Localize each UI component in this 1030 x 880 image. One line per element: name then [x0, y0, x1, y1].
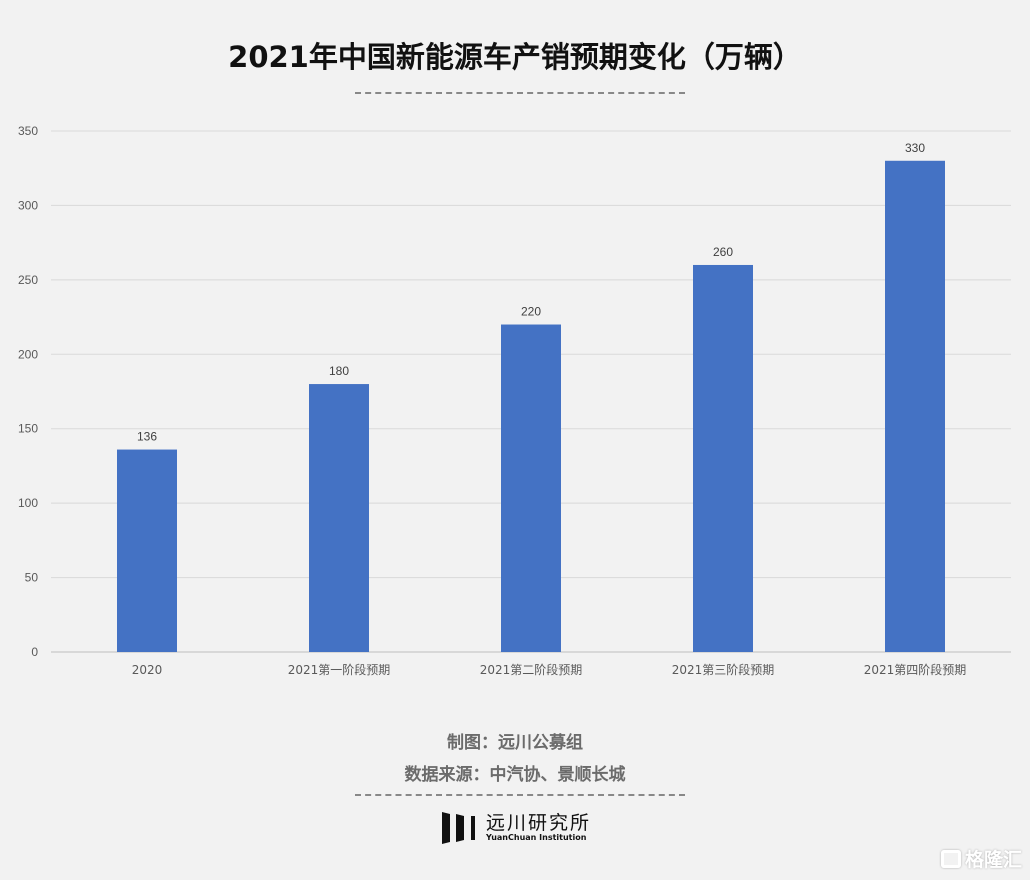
- x-tick-label: 2021第二阶段预期: [480, 662, 583, 677]
- y-tick-label: 50: [25, 571, 39, 585]
- y-tick-label: 350: [18, 124, 38, 138]
- logo-name-cn: 远川研究所: [486, 812, 592, 834]
- watermark-text: 格隆汇: [964, 849, 1022, 871]
- y-tick-label: 0: [31, 645, 38, 659]
- bar: [309, 384, 369, 652]
- x-tick-label: 2021第一阶段预期: [288, 662, 391, 677]
- bar: [501, 324, 561, 652]
- logo-name-en: YuanChuan Institution: [486, 833, 587, 842]
- data-label: 330: [905, 141, 925, 155]
- data-label: 220: [521, 305, 541, 319]
- watermark-logo-icon: [940, 849, 961, 868]
- data-label: 260: [713, 245, 733, 259]
- data-label: 180: [329, 364, 349, 378]
- y-tick-label: 150: [18, 422, 38, 436]
- x-tick-label: 2021第四阶段预期: [864, 662, 967, 677]
- x-tick-label: 2020: [132, 663, 163, 677]
- logo-bars-icon: [442, 812, 478, 844]
- bar: [117, 449, 177, 652]
- data-source-credit: 数据来源：中汽协、景顺长城: [404, 765, 626, 785]
- watermark: 格隆汇: [940, 845, 1022, 872]
- y-tick-label: 300: [18, 198, 38, 212]
- chart-title: 2021年中国新能源车产销预期变化（万辆）: [228, 40, 802, 74]
- data-label: 136: [137, 430, 157, 444]
- y-tick-label: 100: [18, 496, 38, 510]
- footer-divider: [355, 794, 685, 796]
- chart-maker-credit: 制图：远川公募组: [447, 733, 583, 753]
- bar: [693, 264, 753, 652]
- title-divider: [355, 92, 685, 94]
- y-tick-label: 250: [18, 273, 38, 287]
- institution-logo: 远川研究所 YuanChuan Institution: [442, 812, 591, 844]
- bar: [885, 160, 945, 652]
- x-tick-label: 2021第三阶段预期: [672, 662, 775, 677]
- y-tick-label: 200: [18, 347, 38, 361]
